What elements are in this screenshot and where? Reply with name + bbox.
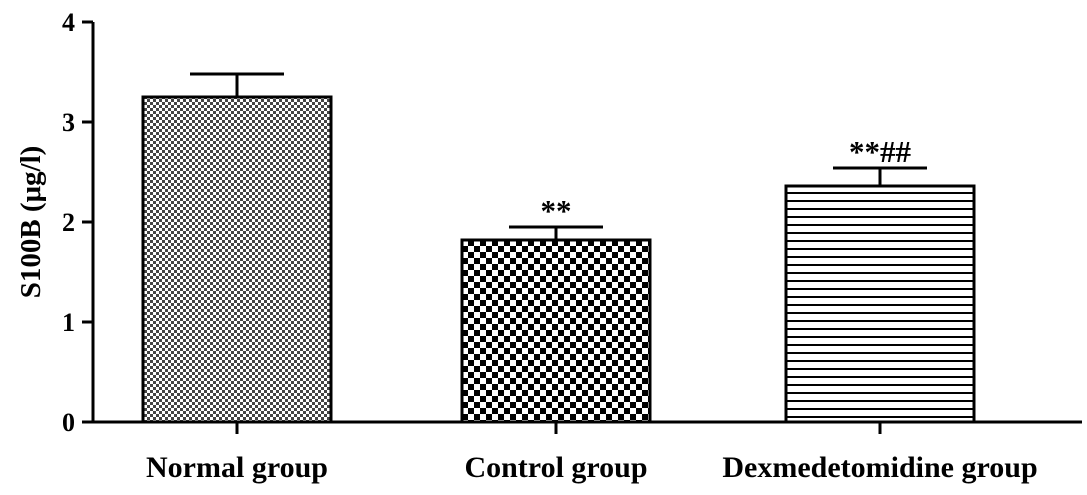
x-tick-label: Control group: [464, 451, 647, 484]
significance-label: **##: [849, 134, 912, 169]
y-tick-label: 0: [62, 408, 75, 437]
x-tick-label: Dexmedetomidine group: [722, 451, 1037, 484]
bars: ** **##: [141, 72, 976, 424]
y-axis-label: S100B (μg/l): [15, 146, 47, 299]
y-axis-ticks: 0 1 2 3 4: [62, 8, 93, 437]
y-tick-label: 4: [62, 8, 75, 37]
x-axis-ticks: Normal group Control group Dexmedetomidine…: [146, 422, 1038, 484]
x-tick-label: Normal group: [146, 451, 328, 484]
bar-normal-group: [141, 95, 333, 424]
y-tick-label: 1: [62, 308, 75, 337]
significance-label: **: [541, 193, 572, 228]
bar-dexmedetomidine-group: [784, 184, 976, 424]
bar-control-group: [460, 238, 652, 424]
y-tick-label: 2: [62, 208, 75, 237]
y-tick-label: 3: [62, 108, 75, 137]
